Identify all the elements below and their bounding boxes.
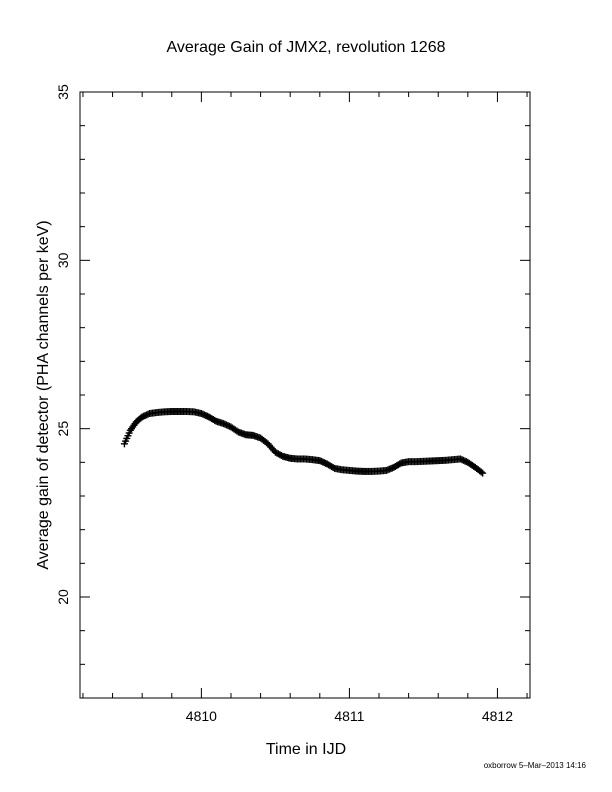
y-axis-label: Average gain of detector (PHA channels p…: [35, 220, 52, 569]
y-tick-label-30: 30: [55, 252, 71, 268]
footer-credit: oxborrow 5–Mar–2013 14:16: [484, 761, 587, 770]
chart-title: Average Gain of JMX2, revolution 1268: [167, 39, 446, 56]
x-tick-label-4812: 4812: [482, 708, 513, 724]
y-tick-labels: 20 25 30 35: [55, 84, 71, 605]
y-ticks: [80, 91, 530, 699]
y-tick-label-20: 20: [55, 589, 71, 605]
x-tick-label-4811: 4811: [334, 708, 364, 724]
data-point-fill: [477, 468, 485, 476]
y-tick-label-35: 35: [55, 84, 71, 100]
plot-frame: [79, 91, 531, 699]
data-series: [120, 407, 487, 477]
x-tick-label-4810: 4810: [186, 708, 217, 724]
x-tick-labels: 4810 4811 4812: [186, 708, 513, 724]
y-tick-label-25: 25: [55, 421, 71, 437]
x-ticks: [82, 92, 528, 698]
x-axis-label: Time in IJD: [266, 741, 346, 758]
data-point: [479, 469, 487, 477]
